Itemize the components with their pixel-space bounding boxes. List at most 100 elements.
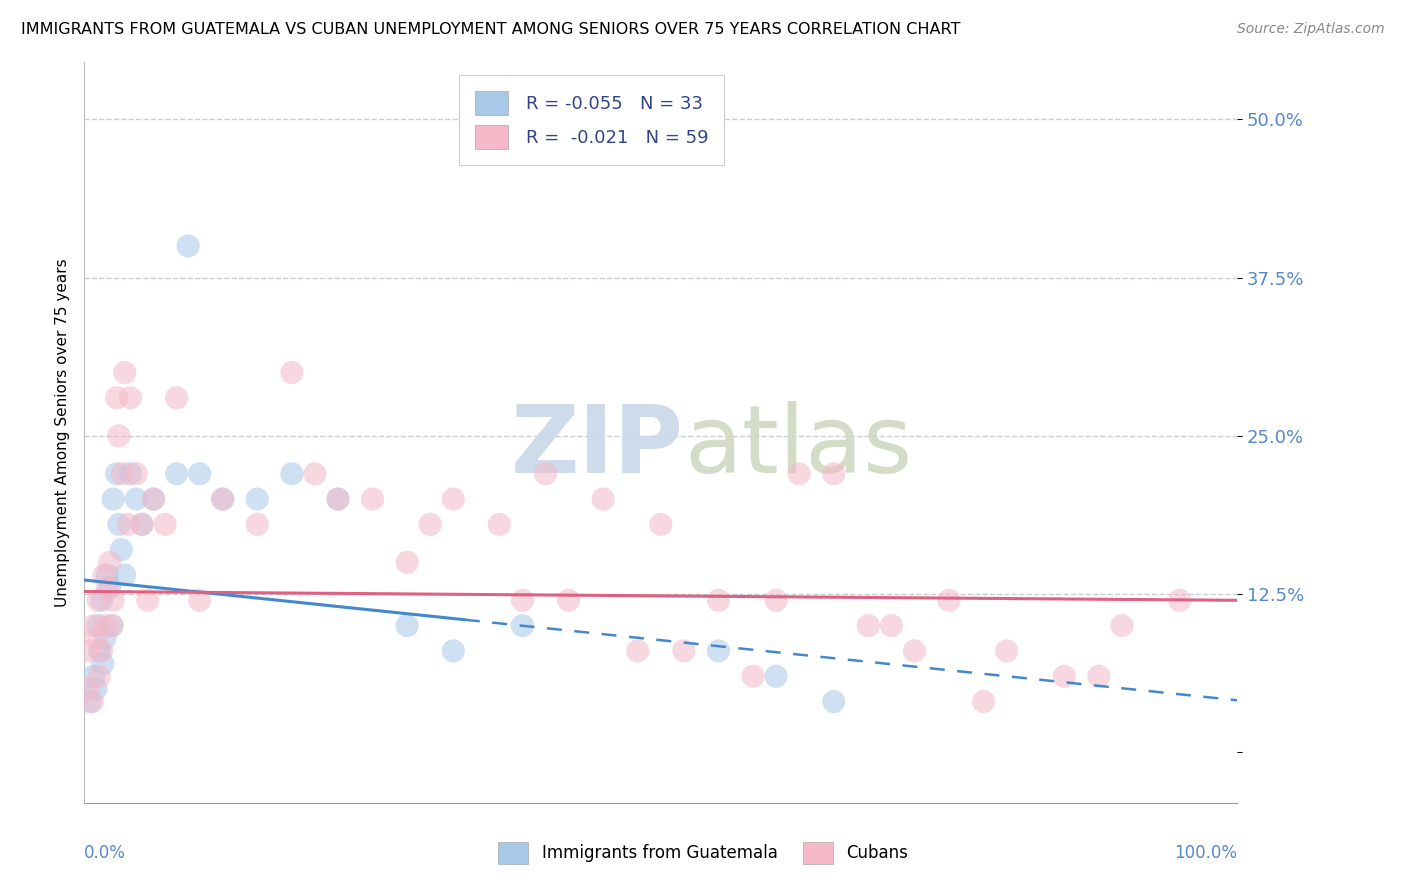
Legend: R = -0.055   N = 33, R =  -0.021   N = 59: R = -0.055 N = 33, R = -0.021 N = 59 — [458, 75, 724, 165]
Point — [361, 491, 384, 506]
Point — [765, 593, 787, 607]
Text: ZIP: ZIP — [510, 401, 683, 493]
Point — [672, 644, 695, 658]
Point — [441, 491, 464, 506]
Point — [79, 694, 101, 708]
Point — [188, 593, 211, 607]
Point — [765, 669, 787, 683]
Point — [111, 467, 134, 481]
Point — [105, 467, 128, 481]
Point — [125, 491, 148, 506]
Point — [512, 618, 534, 632]
Point — [114, 366, 136, 380]
Point — [83, 669, 105, 683]
Point — [188, 467, 211, 481]
Point — [858, 618, 880, 632]
Point — [823, 694, 845, 708]
Point — [89, 669, 111, 683]
Point — [91, 657, 114, 671]
Point — [83, 618, 105, 632]
Point — [142, 491, 165, 506]
Point — [742, 669, 765, 683]
Point — [707, 644, 730, 658]
Text: IMMIGRANTS FROM GUATEMALA VS CUBAN UNEMPLOYMENT AMONG SENIORS OVER 75 YEARS CORR: IMMIGRANTS FROM GUATEMALA VS CUBAN UNEMP… — [21, 22, 960, 37]
Point — [89, 644, 111, 658]
Point — [326, 491, 349, 506]
Legend: Immigrants from Guatemala, Cubans: Immigrants from Guatemala, Cubans — [492, 836, 914, 871]
Point — [114, 568, 136, 582]
Point — [82, 694, 104, 708]
Point — [94, 632, 117, 646]
Point — [304, 467, 326, 481]
Point — [281, 366, 304, 380]
Point — [90, 593, 112, 607]
Point — [108, 517, 131, 532]
Point — [488, 517, 510, 532]
Point — [512, 593, 534, 607]
Point — [96, 581, 118, 595]
Point — [1088, 669, 1111, 683]
Text: atlas: atlas — [683, 401, 912, 493]
Text: Source: ZipAtlas.com: Source: ZipAtlas.com — [1237, 22, 1385, 37]
Point — [166, 467, 188, 481]
Point — [117, 517, 139, 532]
Point — [557, 593, 579, 607]
Point — [973, 694, 995, 708]
Point — [177, 239, 200, 253]
Point — [120, 391, 142, 405]
Point — [103, 491, 124, 506]
Point — [441, 644, 464, 658]
Point — [84, 632, 107, 646]
Point — [87, 593, 110, 607]
Text: 100.0%: 100.0% — [1174, 845, 1237, 863]
Point — [938, 593, 960, 607]
Point — [650, 517, 672, 532]
Point — [592, 491, 614, 506]
Point — [79, 644, 101, 658]
Point — [880, 618, 903, 632]
Point — [153, 517, 176, 532]
Point — [96, 568, 118, 582]
Point — [87, 618, 110, 632]
Point — [98, 555, 121, 569]
Point — [131, 517, 153, 532]
Point — [396, 555, 419, 569]
Point — [94, 618, 117, 632]
Point — [1053, 669, 1076, 683]
Point — [627, 644, 650, 658]
Point — [326, 491, 349, 506]
Point — [246, 491, 269, 506]
Point — [396, 618, 419, 632]
Point — [101, 618, 124, 632]
Point — [131, 517, 153, 532]
Point — [98, 581, 121, 595]
Point — [90, 644, 112, 658]
Point — [903, 644, 925, 658]
Point — [136, 593, 159, 607]
Point — [84, 681, 107, 696]
Point — [1111, 618, 1133, 632]
Point — [166, 391, 188, 405]
Point — [120, 467, 142, 481]
Point — [419, 517, 441, 532]
Point — [103, 593, 124, 607]
Point — [995, 644, 1018, 658]
Point — [823, 467, 845, 481]
Text: 0.0%: 0.0% — [84, 845, 127, 863]
Point — [110, 542, 132, 557]
Y-axis label: Unemployment Among Seniors over 75 years: Unemployment Among Seniors over 75 years — [55, 259, 70, 607]
Point — [211, 491, 233, 506]
Point — [1168, 593, 1191, 607]
Point — [125, 467, 148, 481]
Point — [105, 391, 128, 405]
Point — [246, 517, 269, 532]
Point — [707, 593, 730, 607]
Point — [142, 491, 165, 506]
Point — [534, 467, 557, 481]
Point — [93, 568, 115, 582]
Point — [101, 618, 124, 632]
Point — [108, 429, 131, 443]
Point — [76, 681, 98, 696]
Point — [787, 467, 810, 481]
Point — [211, 491, 233, 506]
